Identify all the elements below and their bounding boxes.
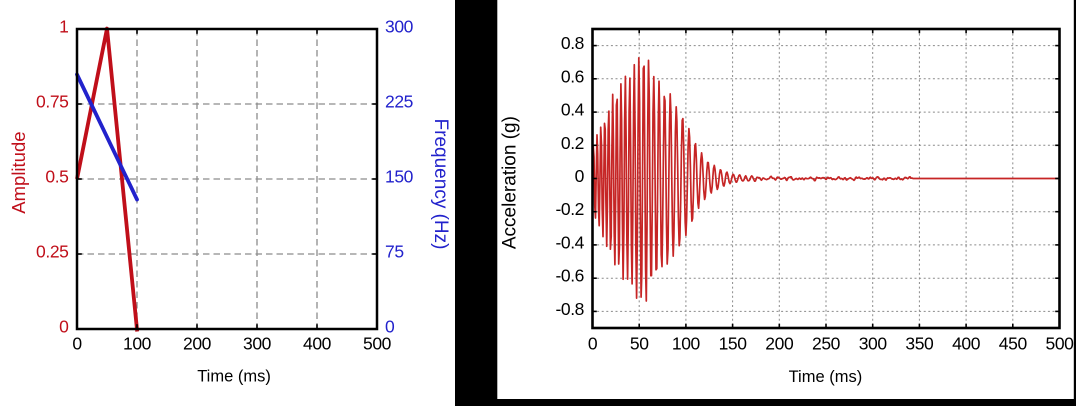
svg-text:225: 225	[385, 92, 413, 112]
svg-text:200: 200	[183, 334, 212, 354]
svg-text:0.25: 0.25	[36, 242, 68, 262]
svg-text:-0.4: -0.4	[555, 232, 584, 252]
svg-text:75: 75	[385, 242, 404, 262]
svg-text:-0.8: -0.8	[555, 299, 584, 319]
svg-text:150: 150	[385, 167, 414, 187]
svg-text:300: 300	[243, 334, 272, 354]
svg-text:0.8: 0.8	[561, 33, 584, 53]
svg-text:500: 500	[363, 334, 392, 354]
svg-text:50: 50	[630, 334, 649, 354]
svg-text:Amplitude: Amplitude	[8, 131, 29, 213]
svg-text:400: 400	[952, 334, 981, 354]
svg-text:300: 300	[859, 334, 888, 354]
svg-text:450: 450	[999, 334, 1028, 354]
svg-text:Time (ms): Time (ms)	[197, 368, 271, 386]
svg-text:100: 100	[123, 334, 152, 354]
svg-text:500: 500	[1046, 334, 1075, 354]
svg-text:-0.6: -0.6	[555, 266, 584, 286]
svg-text:0.5: 0.5	[45, 167, 68, 187]
svg-text:0.6: 0.6	[561, 66, 584, 86]
svg-text:350: 350	[905, 334, 934, 354]
svg-text:250: 250	[812, 334, 841, 354]
svg-text:Time (ms): Time (ms)	[789, 368, 863, 386]
svg-text:-0.2: -0.2	[555, 199, 584, 219]
svg-text:Frequency (Hz): Frequency (Hz)	[430, 119, 451, 250]
svg-text:100: 100	[672, 334, 701, 354]
svg-text:Acceleration (g): Acceleration (g)	[500, 116, 521, 249]
svg-text:400: 400	[303, 334, 332, 354]
svg-text:0.2: 0.2	[561, 133, 584, 153]
svg-text:0: 0	[575, 166, 585, 186]
svg-text:0.75: 0.75	[36, 92, 68, 112]
svg-text:0: 0	[72, 334, 82, 354]
svg-text:1: 1	[59, 17, 68, 37]
svg-text:0: 0	[588, 334, 598, 354]
svg-text:300: 300	[385, 17, 414, 37]
svg-text:0: 0	[385, 317, 395, 337]
svg-text:150: 150	[719, 334, 748, 354]
svg-text:0: 0	[59, 317, 69, 337]
svg-text:200: 200	[765, 334, 794, 354]
svg-text:0.4: 0.4	[561, 100, 585, 120]
